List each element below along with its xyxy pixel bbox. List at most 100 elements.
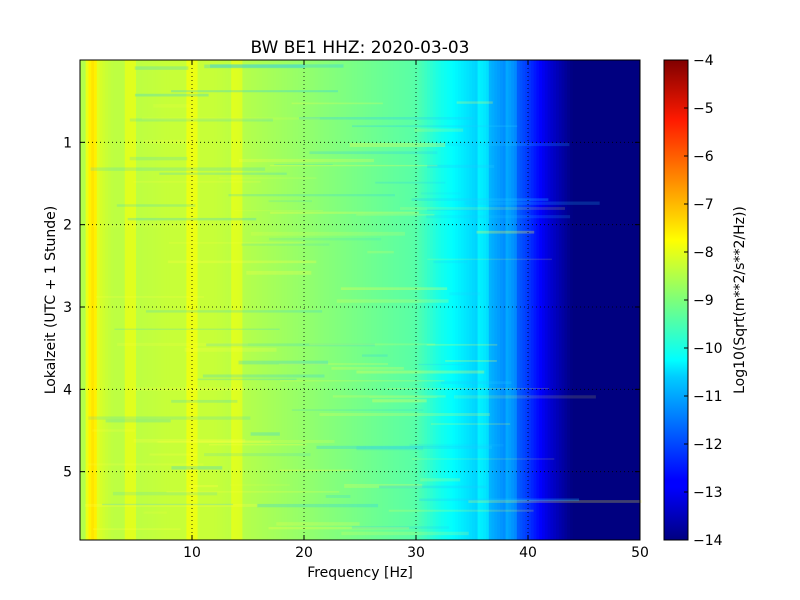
spectrogram-column: [469, 60, 473, 540]
spectrogram-column: [556, 60, 560, 540]
spectrogram-band: [379, 485, 487, 489]
spectrogram-band: [141, 117, 320, 120]
spectrogram-column: [547, 60, 551, 540]
spectrogram-column: [284, 60, 288, 540]
grid-lines: [80, 60, 640, 540]
spectrogram-column: [248, 60, 252, 540]
spectrogram-column: [326, 60, 330, 540]
spectrogram-column: [631, 60, 635, 540]
spectrogram-band: [134, 66, 189, 70]
spectrogram-column: [365, 60, 369, 540]
spectrogram-band: [349, 142, 446, 147]
spectrogram-column: [253, 60, 257, 540]
spectrogram-band: [464, 201, 600, 205]
spectrogram-column: [404, 60, 408, 540]
x-tick-label: 50: [631, 545, 649, 561]
chart-title: BW BE1 HHZ: 2020-03-03: [250, 38, 469, 58]
spectrogram-column: [528, 60, 532, 540]
spectrogram-band: [445, 360, 497, 362]
spectrogram-column: [332, 60, 336, 540]
spectrogram-band: [411, 198, 549, 201]
spectrogram-column: [130, 60, 134, 540]
spectrogram-rows: [83, 64, 642, 536]
spectrogram-column: [315, 60, 319, 540]
colorbar-ticks: −4 −5 −6 −7 −8 −9 −10 −11 −12 −13 −14: [684, 53, 723, 549]
spectrogram-band: [83, 225, 202, 227]
spectrogram-column: [374, 60, 378, 540]
spectrogram-column: [99, 60, 103, 540]
spectrogram-column: [483, 60, 487, 540]
spectrogram-column: [357, 60, 361, 540]
spectrogram-column: [175, 60, 179, 540]
spectrogram-column: [127, 60, 131, 540]
spectrogram-band: [143, 139, 197, 144]
spectrogram-column: [628, 60, 632, 540]
spectrogram-column: [505, 60, 509, 540]
colorbar-tick-label: −5: [693, 101, 714, 117]
spectrogram-column: [586, 60, 590, 540]
colorbar-tick-label: −8: [693, 245, 714, 261]
spectrogram-column: [346, 60, 350, 540]
spectrogram-column: [88, 60, 92, 540]
spectrogram-band: [168, 242, 305, 244]
spectrogram-band: [352, 125, 518, 128]
spectrogram-column: [304, 60, 308, 540]
spectrogram-band: [238, 158, 374, 163]
spectrogram-band: [436, 142, 570, 147]
spectrogram-band: [278, 363, 389, 365]
spectrogram-column: [105, 60, 109, 540]
spectrogram-column: [561, 60, 565, 540]
spectrogram-column: [306, 60, 310, 540]
spectrogram-column: [542, 60, 546, 540]
spectrogram-band: [344, 484, 423, 488]
spectrogram-column: [267, 60, 271, 540]
spectrogram-band: [250, 231, 406, 236]
spectrogram-band: [279, 380, 445, 382]
spectrogram-band: [427, 208, 487, 211]
spectrogram-band: [269, 164, 438, 167]
spectrogram-band: [468, 500, 642, 503]
plot-area: [79, 59, 642, 541]
spectrogram-column: [570, 60, 574, 540]
spectrogram-column: [589, 60, 593, 540]
spectrogram-column: [502, 60, 506, 540]
spectrogram-band: [309, 343, 436, 346]
spectrogram-column: [567, 60, 571, 540]
spectrogram-column: [480, 60, 484, 540]
colorbar-tick-label: −6: [693, 149, 714, 165]
colorbar-tick-label: −10: [693, 341, 723, 357]
spectrogram-band: [369, 396, 437, 398]
spectrogram-band: [426, 343, 498, 346]
spectrogram-column: [578, 60, 582, 540]
spectrogram-band: [430, 423, 511, 425]
spectrogram-column: [362, 60, 366, 540]
spectrogram-band: [241, 243, 330, 246]
spectrogram-column: [472, 60, 476, 540]
spectrogram-band: [375, 181, 446, 184]
spectrogram-band: [341, 531, 469, 536]
spectrogram-column: [416, 60, 420, 540]
spectrogram-column: [514, 60, 518, 540]
spectrogram-column: [427, 60, 431, 540]
spectrogram-column: [379, 60, 383, 540]
spectrogram-column: [432, 60, 436, 540]
spectrogram-column: [94, 60, 98, 540]
spectrogram-column: [183, 60, 187, 540]
spectrogram-band: [419, 498, 580, 502]
y-tick-label: 4: [63, 382, 72, 398]
spectrogram-band: [219, 177, 317, 179]
spectrogram-column: [144, 60, 148, 540]
spectrogram-column: [354, 60, 358, 540]
spectrogram-column: [491, 60, 495, 540]
spectrogram-band: [269, 237, 382, 241]
spectrogram-column: [446, 60, 450, 540]
spectrogram-band: [440, 381, 512, 385]
spectrogram-column: [91, 60, 95, 540]
spectrogram-column: [598, 60, 602, 540]
spectrogram-column: [290, 60, 294, 540]
y-tick-label: 3: [63, 300, 72, 316]
spectrogram-band: [256, 503, 379, 508]
spectrogram-column: [234, 60, 238, 540]
spectrogram-band: [291, 102, 383, 105]
colorbar-tick-label: −12: [693, 437, 723, 453]
